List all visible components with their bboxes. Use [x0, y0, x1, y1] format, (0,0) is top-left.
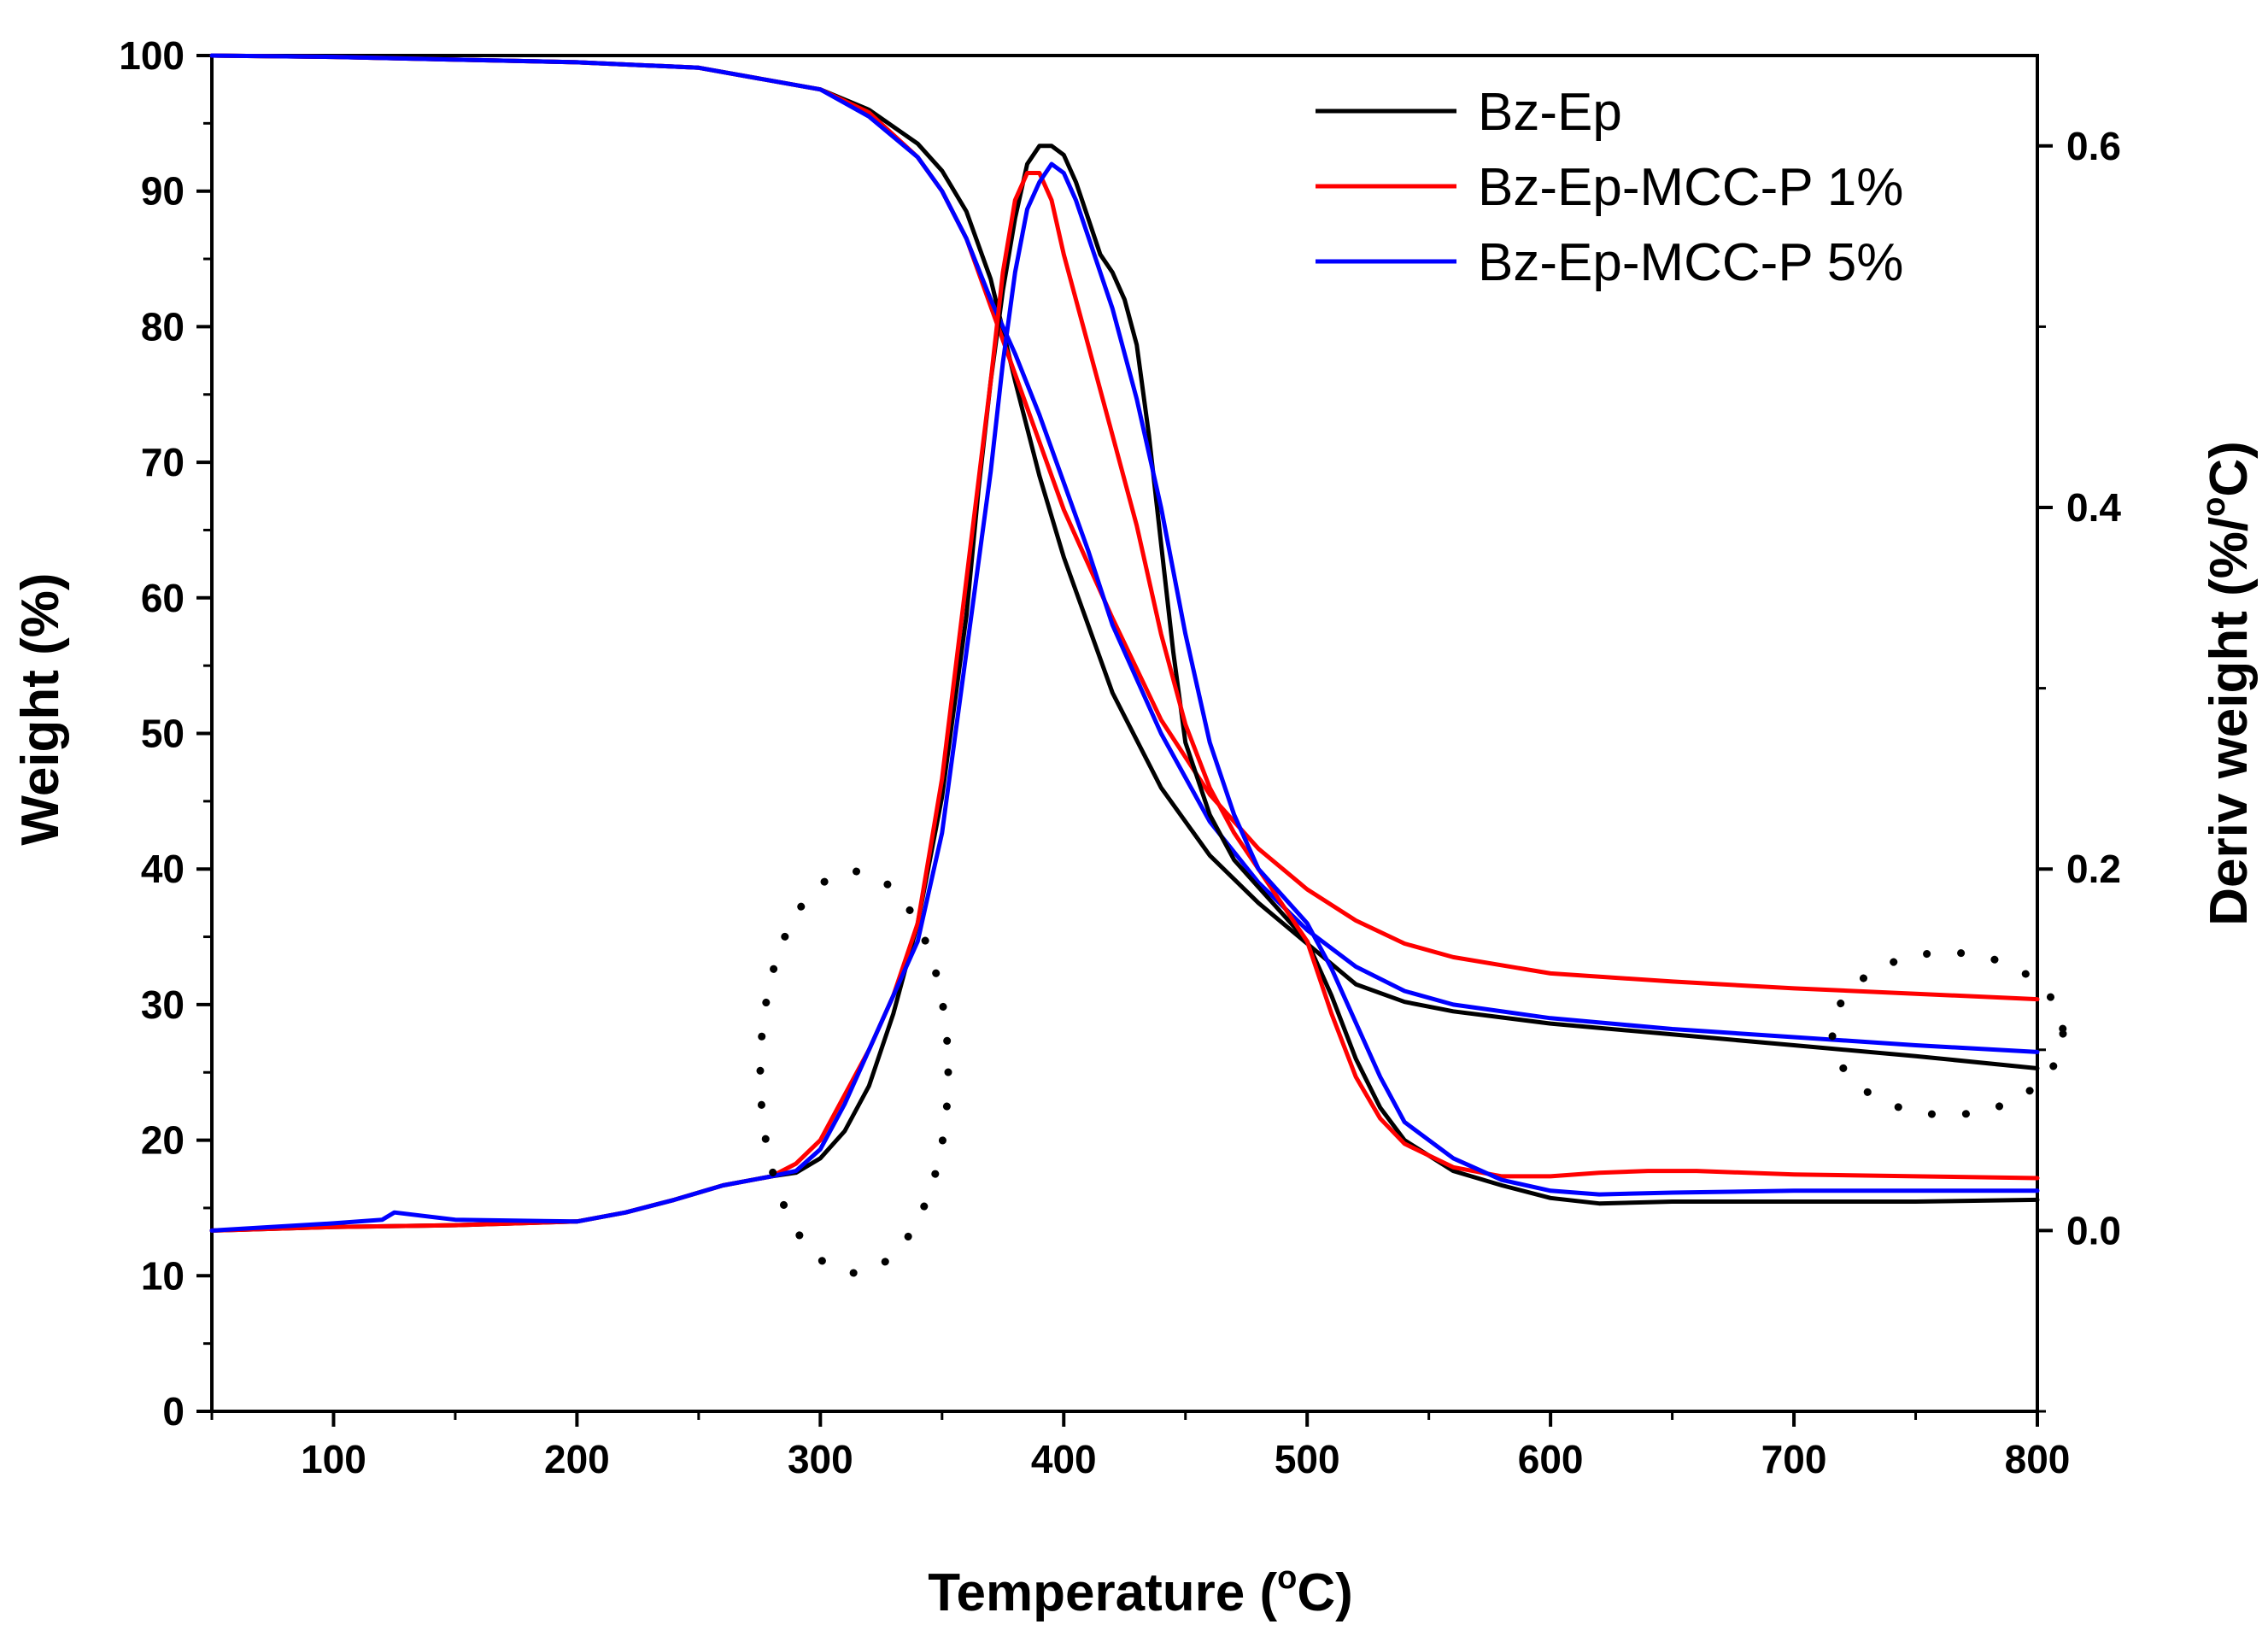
axes: 100 200 300 400 500 600 700 800 0 10 20 30 40 50 60 70 8… [119, 33, 2121, 1481]
y-tick-label: 10 [141, 1253, 185, 1298]
legend-label-2: Bz-Ep-MCC-P 1% [1478, 158, 1903, 217]
weight-curve-3 [209, 53, 2040, 1054]
y2-axis-title: Deriv weight (%/oC) [2196, 441, 2259, 926]
y-tick-label: 50 [141, 712, 185, 756]
y-tick-label: 70 [141, 440, 185, 484]
onset-dotted-ellipse [756, 867, 952, 1277]
y-axis-title: Weight (%) [11, 572, 70, 845]
deriv-curve-2 [209, 171, 2040, 1233]
y2-tick-label: 0.0 [2066, 1208, 2121, 1252]
y-tick-label: 90 [141, 169, 185, 214]
y-tick-label: 80 [141, 304, 185, 349]
x-axis-title: Temperature (oC) [928, 1560, 1352, 1622]
y-tick-label: 100 [119, 33, 185, 78]
y-tick-label: 40 [141, 847, 185, 891]
deriv-curve-3 [209, 161, 2040, 1233]
x-tick-label: 200 [544, 1437, 610, 1481]
legend: Bz-Ep Bz-Ep-MCC-P 1% Bz-Ep-MCC-P 5% [1316, 83, 1903, 292]
series-layer [209, 53, 2040, 1233]
x-tick-label: 500 [1275, 1437, 1340, 1481]
y2-tick-label: 0.2 [2066, 847, 2121, 891]
y-tick-label: 20 [141, 1118, 185, 1163]
annotations [756, 867, 2067, 1277]
legend-label-1: Bz-Ep [1478, 83, 1622, 142]
x-tick-label: 300 [788, 1437, 853, 1481]
y-tick-label: 0 [162, 1389, 185, 1434]
y-tick-label: 30 [141, 982, 185, 1027]
residue-dotted-ellipse [1828, 948, 2067, 1119]
x-tick-label: 100 [301, 1437, 366, 1481]
x-tick-label: 400 [1031, 1437, 1097, 1481]
y2-tick-label: 0.4 [2066, 485, 2121, 530]
legend-label-3: Bz-Ep-MCC-P 5% [1478, 233, 1903, 292]
y2-tick-label: 0.6 [2066, 124, 2121, 168]
x-tick-label: 800 [2005, 1437, 2071, 1481]
y-tick-label: 60 [141, 576, 185, 620]
x-tick-label: 600 [1518, 1437, 1584, 1481]
x-tick-label: 700 [1761, 1437, 1827, 1481]
deriv-curve-1 [209, 144, 2040, 1233]
